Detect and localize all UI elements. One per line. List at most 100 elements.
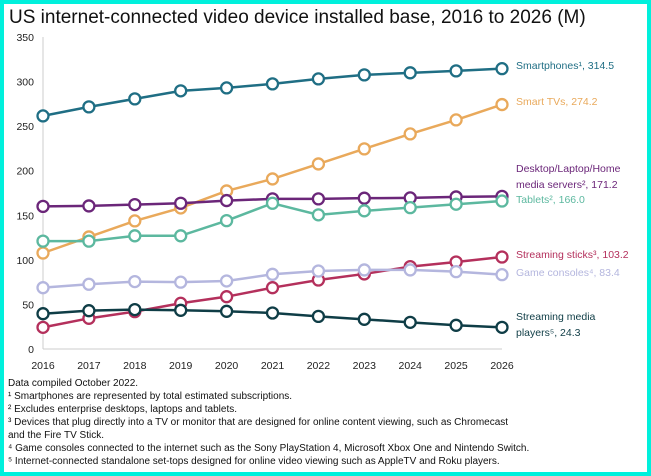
x-tick-label: 2020 bbox=[215, 360, 239, 372]
footnotes: Data compiled October 2022. ¹ Smartphone… bbox=[8, 377, 529, 468]
data-point bbox=[495, 194, 509, 208]
footnote: and the Fire TV Stick. bbox=[8, 430, 104, 441]
data-point bbox=[219, 81, 234, 95]
data-point bbox=[219, 213, 234, 228]
data-point bbox=[357, 263, 371, 277]
data-point bbox=[128, 274, 142, 289]
data-point bbox=[311, 208, 326, 222]
x-tick-label: 2024 bbox=[399, 360, 423, 372]
data-point bbox=[174, 196, 188, 210]
chart-title: US internet-connected video device insta… bbox=[9, 7, 586, 28]
y-tick-label: 300 bbox=[16, 77, 34, 89]
series-line bbox=[42, 67, 503, 118]
data-point bbox=[36, 281, 50, 295]
series-label: Streaming media bbox=[516, 311, 596, 323]
data-point bbox=[449, 197, 463, 211]
data-point bbox=[174, 229, 188, 243]
data-point bbox=[128, 229, 142, 243]
data-point bbox=[82, 100, 96, 114]
data-point bbox=[36, 246, 50, 260]
data-point bbox=[36, 320, 50, 334]
series-label: Game consoles⁴, 83.4 bbox=[516, 267, 620, 279]
y-tick-label: 200 bbox=[16, 166, 34, 178]
data-point bbox=[265, 172, 280, 186]
data-point bbox=[495, 97, 509, 112]
data-point bbox=[219, 274, 234, 288]
data-point bbox=[174, 303, 188, 317]
footnote: ² Excludes enterprise desktops, laptops … bbox=[8, 404, 238, 415]
data-point bbox=[357, 312, 371, 326]
data-point bbox=[219, 304, 234, 318]
series-label: Smart TVs, 274.2 bbox=[516, 96, 598, 108]
data-point bbox=[82, 304, 96, 318]
data-point bbox=[311, 264, 326, 278]
data-point bbox=[311, 72, 326, 86]
data-point bbox=[311, 192, 326, 206]
data-point bbox=[219, 290, 234, 304]
x-tick-label: 2021 bbox=[261, 360, 285, 372]
data-point bbox=[128, 302, 142, 317]
data-point bbox=[449, 64, 463, 78]
series-label: players⁵, 24.3 bbox=[516, 327, 581, 339]
data-point bbox=[82, 199, 96, 213]
data-point bbox=[311, 157, 326, 171]
data-point bbox=[449, 113, 463, 127]
data-point bbox=[174, 275, 188, 289]
data-point bbox=[449, 318, 463, 332]
series-label: Desktop/Laptop/Home bbox=[516, 163, 621, 175]
data-point bbox=[357, 204, 371, 218]
y-tick-label: 100 bbox=[16, 255, 34, 267]
data-point bbox=[36, 234, 50, 248]
data-point bbox=[82, 234, 96, 248]
data-point bbox=[495, 320, 509, 334]
y-tick-label: 0 bbox=[28, 344, 34, 356]
x-tick-label: 2025 bbox=[444, 360, 468, 372]
data-point bbox=[128, 214, 142, 228]
x-tick-label: 2026 bbox=[490, 360, 514, 372]
data-point bbox=[128, 197, 142, 212]
data-point bbox=[357, 191, 371, 205]
data-point bbox=[403, 200, 417, 215]
footnote: ⁴ Game consoles connected to the interne… bbox=[8, 443, 530, 454]
data-point bbox=[403, 263, 417, 277]
footnote: ³ Devices that plug directly into a TV o… bbox=[8, 417, 509, 428]
data-point bbox=[265, 306, 280, 320]
x-tick-label: 2017 bbox=[77, 360, 101, 372]
data-point bbox=[495, 61, 509, 76]
footnote: Data compiled October 2022. bbox=[8, 378, 139, 389]
x-tick-label: 2018 bbox=[123, 360, 147, 372]
data-point bbox=[36, 109, 50, 123]
data-point bbox=[174, 84, 188, 98]
footnote: ¹ Smartphones are represented by total e… bbox=[8, 391, 293, 402]
series-label: Streaming sticks³, 103.2 bbox=[516, 249, 629, 261]
footnote: ⁵ Internet-connected standalone set-tops… bbox=[8, 456, 500, 467]
data-point bbox=[357, 142, 371, 156]
data-point bbox=[265, 77, 280, 91]
data-point bbox=[403, 127, 417, 141]
data-point bbox=[311, 309, 326, 324]
series-label: media servers², 171.2 bbox=[516, 179, 618, 191]
data-point bbox=[128, 92, 142, 106]
data-point bbox=[403, 66, 417, 80]
data-point bbox=[495, 250, 509, 264]
y-tick-label: 350 bbox=[16, 32, 34, 44]
y-tick-label: 150 bbox=[16, 210, 34, 222]
x-tick-label: 2016 bbox=[31, 360, 55, 372]
series-label: Tablets², 166.0 bbox=[516, 194, 585, 206]
data-point bbox=[265, 281, 280, 295]
data-point bbox=[219, 193, 234, 208]
series-label: Smartphones¹, 314.5 bbox=[516, 60, 614, 72]
data-point bbox=[403, 315, 417, 329]
x-tick-label: 2019 bbox=[169, 360, 193, 372]
data-point bbox=[36, 199, 50, 214]
data-point bbox=[495, 268, 509, 282]
data-point bbox=[82, 277, 96, 291]
data-point bbox=[265, 196, 280, 210]
x-tick-label: 2022 bbox=[307, 360, 331, 372]
y-tick-label: 250 bbox=[16, 121, 34, 133]
y-tick-label: 50 bbox=[22, 299, 34, 311]
data-point bbox=[449, 264, 463, 279]
data-point bbox=[36, 307, 50, 321]
